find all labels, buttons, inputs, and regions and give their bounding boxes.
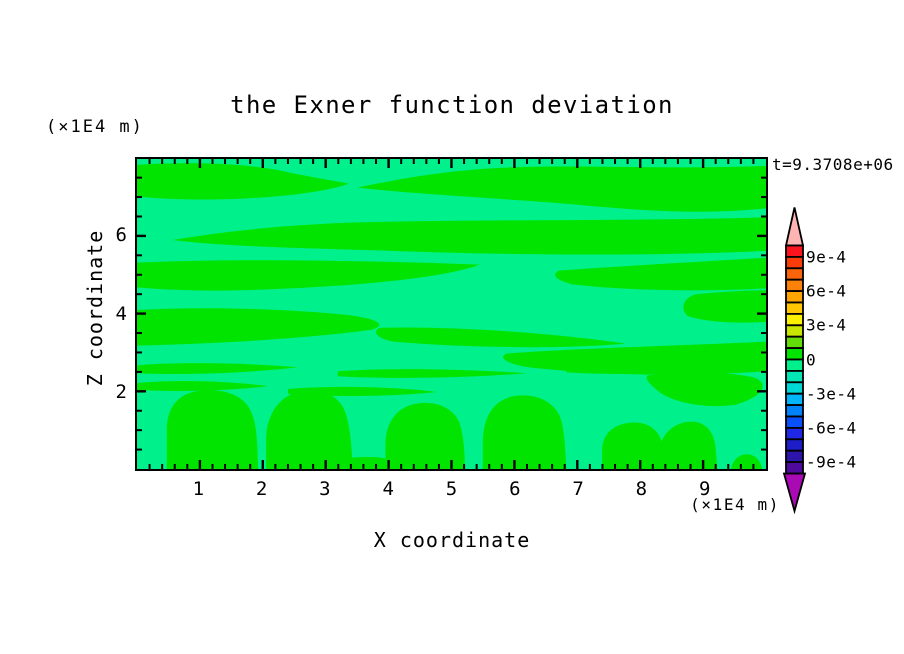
x-axis-unit-factor: (×1E4 m): [690, 495, 780, 514]
colorbar-tick-label: -3e-4: [806, 384, 857, 404]
x-tick-label: 9: [698, 478, 711, 500]
y-tick-label: 4: [115, 302, 127, 325]
colorbar-tick-label: 0: [806, 350, 817, 369]
colorbar-segment: [785, 461, 804, 475]
x-tick-label: 3: [319, 478, 331, 500]
x-tick-label: 4: [382, 478, 394, 500]
y-axis-unit-factor: (×1E4 m): [46, 117, 144, 137]
plot-area: [135, 157, 768, 471]
x-tick-label: 1: [192, 478, 205, 500]
x-tick-label: 8: [635, 478, 648, 500]
colorbar-segment: [785, 324, 804, 338]
colorbar-segment: [785, 347, 804, 361]
x-axis-title: X coordinate: [373, 528, 531, 552]
colorbar: [782, 207, 807, 515]
colorbar-tick-label: 6e-4: [806, 281, 847, 301]
chart-title: the Exner function deviation: [230, 91, 674, 119]
x-tick-label: 5: [445, 478, 458, 500]
y-tick-label: 2: [115, 381, 127, 404]
colorbar-tick-label: -9e-4: [806, 452, 857, 472]
colorbar-segment: [785, 438, 804, 452]
colorbar-segment: [785, 404, 804, 418]
colorbar-segment: [785, 278, 804, 292]
colorbar-segment: [785, 301, 804, 315]
colorbar-segment: [785, 381, 804, 395]
colorbar-segment: [785, 449, 804, 463]
colorbar-tick-label: 9e-4: [806, 247, 847, 267]
colorbar-tick-label: 3e-4: [806, 315, 847, 335]
colorbar-segment: [785, 415, 804, 429]
axis-ticks: [137, 159, 766, 469]
colorbar-segment: [785, 392, 804, 406]
colorbar-tick-label: -6e-4: [806, 418, 857, 438]
x-tick-label: 7: [572, 478, 584, 500]
y-tick-label: 6: [115, 223, 127, 246]
colorbar-segment: [785, 426, 804, 441]
colorbar-segment: [785, 335, 804, 349]
y-axis-title: Z coordinate: [83, 229, 107, 387]
colorbar-segment: [785, 244, 804, 258]
time-annotation: t=9.3708e+06: [772, 155, 894, 174]
colorbar-segment: [785, 313, 804, 327]
colorbar-segment: [785, 290, 804, 304]
x-tick-label: 6: [509, 478, 521, 500]
colorbar-segment: [785, 358, 804, 372]
contour-field: [137, 163, 766, 469]
colorbar-segment: [785, 369, 804, 384]
colorbar-segment: [785, 267, 804, 281]
x-tick-label: 2: [255, 478, 268, 500]
colorbar-segment: [785, 256, 804, 270]
